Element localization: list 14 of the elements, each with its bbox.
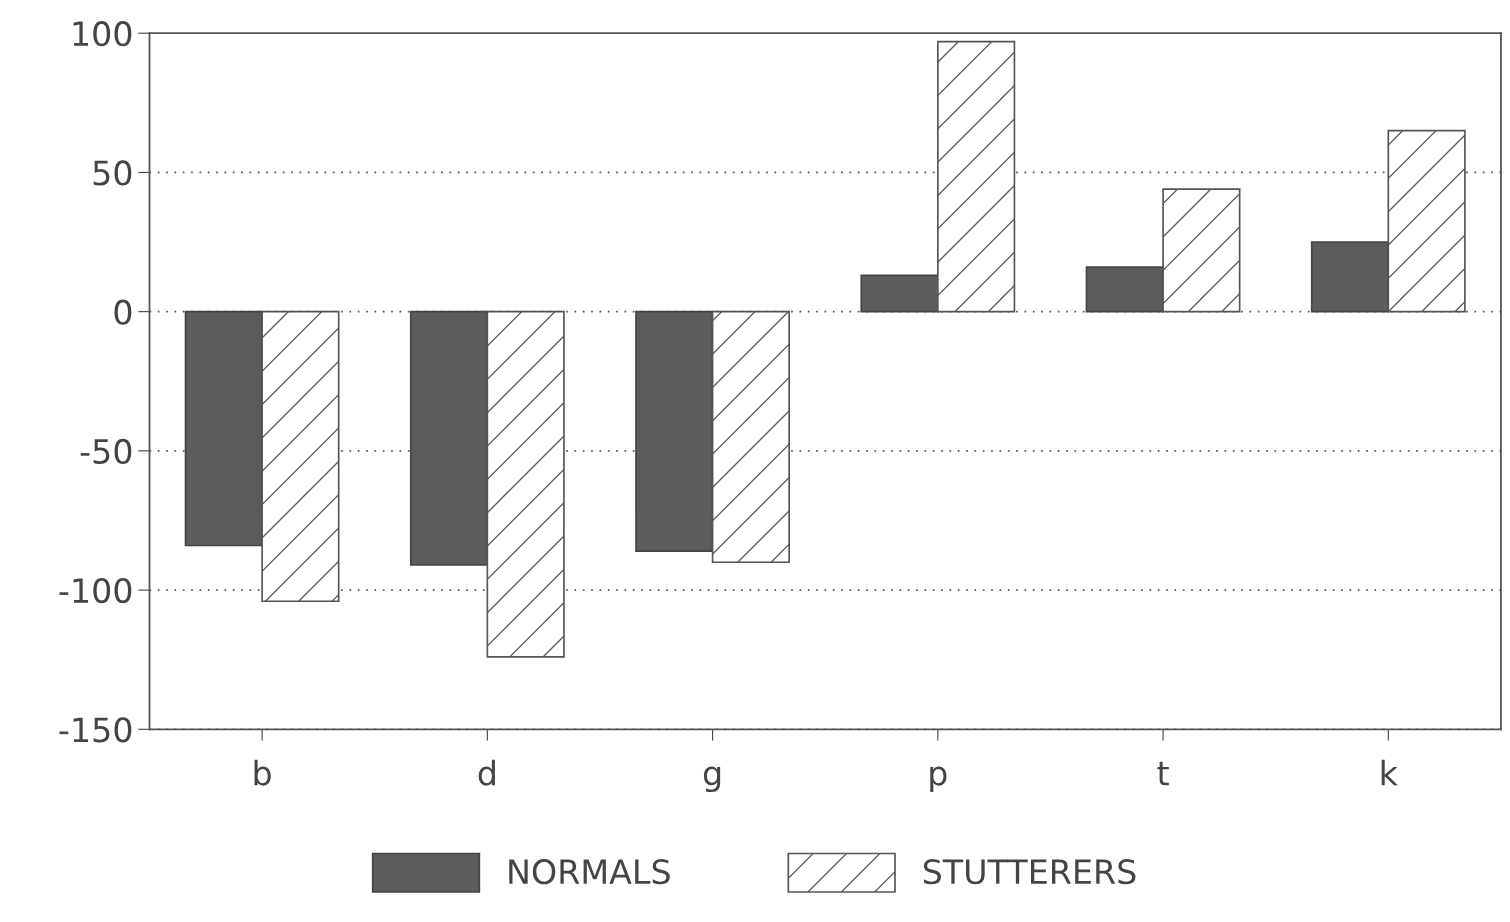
x-tick-label: d	[478, 759, 495, 786]
x-tick-label: k	[1381, 759, 1398, 786]
y-tick-label: 50	[93, 160, 132, 186]
y-tick-label: -150	[59, 717, 132, 743]
legend-label: NORMALS	[509, 859, 670, 885]
x-tick-label: b	[254, 759, 271, 786]
y-tick-label: 0	[114, 299, 132, 325]
y-tick-label: 100	[73, 21, 132, 47]
x-tick-label: g	[703, 766, 721, 793]
y-tick-label: -100	[59, 578, 132, 604]
y-tick-label: -50	[80, 438, 132, 464]
x-tick-label: p	[930, 766, 947, 793]
x-tick-label: t	[1157, 761, 1169, 786]
legend-label: STUTTERERS	[923, 859, 1136, 885]
